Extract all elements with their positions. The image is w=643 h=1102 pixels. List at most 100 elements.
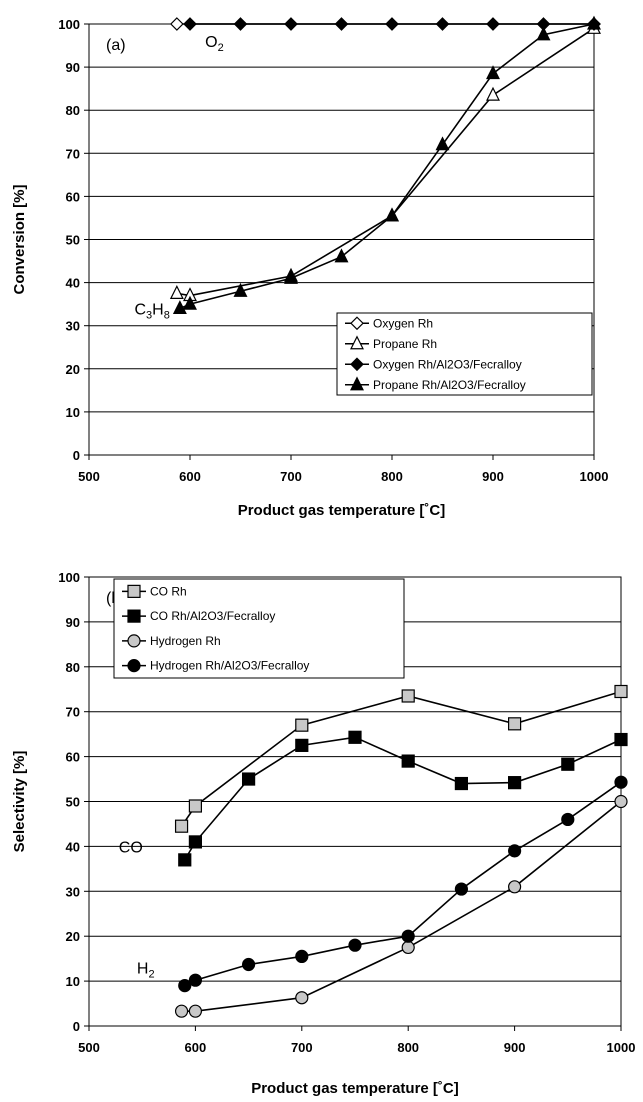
y-tick-label: 80 xyxy=(66,660,80,675)
data-point xyxy=(334,17,349,31)
data-point xyxy=(169,285,184,299)
data-point xyxy=(454,776,468,791)
x-tick-label: 500 xyxy=(78,469,100,484)
legend-marker xyxy=(350,376,364,391)
data-point xyxy=(172,300,187,315)
data-point xyxy=(561,757,575,771)
x-tick-label: 600 xyxy=(179,469,201,484)
data-point xyxy=(486,65,500,80)
legend: Oxygen Rh Propane Rh Oxygen Rh/Al2O3/Fecra… xyxy=(336,312,593,396)
legend-label: Oxygen Rh/Al2O3/Fecralloy xyxy=(373,357,522,371)
y-tick-label: 20 xyxy=(66,929,80,944)
data-point xyxy=(170,17,184,31)
series-line xyxy=(184,736,622,861)
legend-item: Oxygen Rh xyxy=(345,316,433,330)
data-point xyxy=(295,738,309,752)
legend: CO Rh CO Rh/Al2O3/Fecralloy Hydrogen Rh Hyd… xyxy=(113,578,405,679)
x-tick-label: 700 xyxy=(291,1040,313,1055)
data-point xyxy=(233,17,248,31)
y-axis-title: Conversion [%] xyxy=(11,184,28,294)
y-tick-label: 50 xyxy=(66,233,80,248)
x-tick-label: 700 xyxy=(280,469,302,484)
y-tick-label: 30 xyxy=(66,884,80,899)
data-point xyxy=(614,794,628,809)
data-point xyxy=(295,949,309,964)
y-tick-label: 30 xyxy=(66,319,80,334)
legend-label: Propane Rh/Al2O3/Fecralloy xyxy=(373,378,526,392)
data-point xyxy=(188,799,202,813)
data-point xyxy=(587,15,601,30)
data-point xyxy=(348,730,362,744)
series-line xyxy=(179,23,595,310)
y-tick-label: 40 xyxy=(66,276,80,291)
x-tick-label: 1000 xyxy=(580,469,609,484)
data-point xyxy=(507,844,522,858)
legend-label: Propane Rh xyxy=(373,337,437,351)
legend-item: Oxygen Rh/Al2O3/Fecralloy xyxy=(345,357,522,371)
series-annotation: C3H8 xyxy=(134,301,169,321)
data-point xyxy=(295,991,309,1005)
data-point xyxy=(348,938,362,952)
y-tick-label: 0 xyxy=(73,448,80,463)
legend-marker xyxy=(127,659,141,673)
legend-item: Propane Rh/Al2O3/Fecralloy xyxy=(345,376,526,392)
data-point xyxy=(385,17,399,31)
data-point xyxy=(233,282,248,297)
data-point xyxy=(401,940,415,955)
x-tick-label: 800 xyxy=(397,1040,419,1055)
data-point xyxy=(178,978,192,993)
y-tick-label: 90 xyxy=(66,60,80,75)
chart-panel-b: 0 10 20 30 40 50 60 70 80 90 100 500 600 700 800 900 100… xyxy=(11,570,635,1097)
data-point xyxy=(614,684,628,699)
data-point xyxy=(242,957,256,972)
data-point xyxy=(284,17,298,31)
x-tick-label: 900 xyxy=(504,1040,526,1055)
x-axis-title: Product gas temperature [˚C] xyxy=(251,1080,459,1097)
data-point xyxy=(385,207,399,222)
y-tick-label: 10 xyxy=(66,405,80,420)
data-point xyxy=(295,718,309,732)
data-point xyxy=(401,689,415,703)
data-point xyxy=(486,86,500,101)
y-tick-label: 20 xyxy=(66,362,80,377)
legend-marker xyxy=(350,335,364,350)
series-hydrogen-rh-al2o3-fecralloy xyxy=(178,775,628,993)
legend-marker xyxy=(350,357,364,372)
data-point xyxy=(284,269,298,284)
y-tick-label: 60 xyxy=(66,189,80,204)
x-tick-label: 1000 xyxy=(607,1040,636,1055)
legend-label: CO Rh xyxy=(150,584,187,598)
data-point xyxy=(614,732,628,747)
y-tick-label: 40 xyxy=(66,839,80,854)
series-line xyxy=(184,781,622,987)
data-point xyxy=(435,17,450,31)
legend-marker xyxy=(127,584,141,598)
data-point xyxy=(183,295,197,310)
y-tick-label: 60 xyxy=(66,750,80,765)
legend-box xyxy=(336,312,593,396)
legend-marker xyxy=(127,634,141,648)
y-tick-label: 100 xyxy=(58,570,80,585)
y-axis-title: Selectivity [%] xyxy=(11,751,28,853)
series-co-rh xyxy=(174,684,628,833)
data-point xyxy=(178,853,192,867)
y-tick-label: 0 xyxy=(73,1019,80,1034)
x-tick-label: 800 xyxy=(381,469,403,484)
series-hydrogen-rh xyxy=(174,794,628,1018)
y-tick-label: 80 xyxy=(66,103,80,118)
x-axis-title: Product gas temperature [˚C] xyxy=(238,502,446,519)
x-tick-label: 500 xyxy=(78,1040,100,1055)
y-tick-label: 70 xyxy=(66,705,80,720)
x-tick-label: 900 xyxy=(482,469,504,484)
legend-box xyxy=(113,578,405,679)
data-point xyxy=(486,17,500,31)
series-propane-rh-al2o3-fecralloy xyxy=(172,15,601,315)
data-point xyxy=(188,835,202,849)
series-annotation: O2 xyxy=(205,34,224,54)
data-point xyxy=(508,717,522,731)
series-co-rh-al2o3-fecralloy xyxy=(178,730,628,867)
data-point xyxy=(174,1004,189,1018)
data-point xyxy=(614,775,628,789)
panel-label: (a) xyxy=(106,37,126,54)
